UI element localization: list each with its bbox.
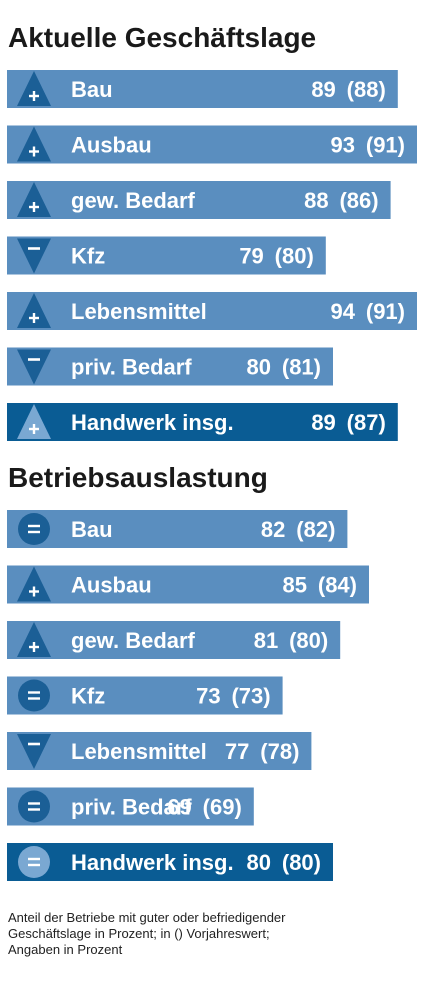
bar <box>7 732 312 770</box>
category-label: gew. Bedarf <box>71 628 196 653</box>
previous-value-label: (88) <box>347 77 386 102</box>
previous-value-label: (81) <box>282 355 321 380</box>
bars-betriebsauslastung: Bau (82) 82 Ausbau (84) 85 gew. Bedarf (80) 81 Kf… <box>7 510 369 881</box>
circle-icon <box>18 513 50 545</box>
category-label: Lebensmittel <box>71 739 207 764</box>
bar <box>7 292 417 330</box>
bar <box>7 843 333 881</box>
previous-value-label: (91) <box>366 133 405 158</box>
previous-value-label: (78) <box>260 739 299 764</box>
bar <box>7 510 348 548</box>
value-label: 88 <box>304 188 328 213</box>
previous-value-label: (80) <box>275 244 314 269</box>
category-label: Handwerk insg. <box>71 850 234 875</box>
value-label: 80 <box>247 355 271 380</box>
footnote-line: Geschäftslage in Prozent; in () Vorjahre… <box>8 926 270 941</box>
previous-value-label: (80) <box>282 850 321 875</box>
category-label: priv. Bedarf <box>71 355 192 380</box>
category-label: Lebensmittel <box>71 299 207 324</box>
triangle-down-icon <box>17 349 51 385</box>
value-label: 82 <box>261 517 285 542</box>
footnote: Anteil der Betriebe mit guter oder befri… <box>8 910 408 958</box>
chart: Aktuelle Geschäftslage Bau (88) 89 Ausbau (9… <box>7 22 417 881</box>
category-label: Kfz <box>71 244 105 269</box>
bar-row: Ausbau (84) 85 <box>7 565 369 604</box>
value-label: 81 <box>254 628 278 653</box>
value-label: 73 <box>196 684 220 709</box>
value-label: 94 <box>331 299 356 324</box>
bar <box>7 403 398 441</box>
triangle-down-icon <box>17 238 51 274</box>
value-label: 85 <box>283 573 307 598</box>
triangle-up-icon <box>17 293 51 328</box>
previous-value-label: (80) <box>289 628 328 653</box>
bar-row: Handwerk insg. (80) 80 <box>7 843 333 881</box>
triangle-up-icon <box>17 622 51 657</box>
bar-row: Lebensmittel (91) 94 <box>7 292 417 330</box>
value-label: 69 <box>167 795 191 820</box>
bar <box>7 347 333 386</box>
bar-row: Lebensmittel (78) 77 <box>7 732 312 770</box>
category-label: Bau <box>71 77 113 102</box>
bar-row: Bau (88) 89 <box>7 70 398 108</box>
value-label: 89 <box>311 410 335 435</box>
triangle-up-icon <box>17 566 51 602</box>
category-label: Handwerk insg. <box>71 410 234 435</box>
bar <box>7 70 398 108</box>
bar-row: gew. Bedarf (86) 88 <box>7 181 391 219</box>
triangle-up-icon <box>17 126 51 162</box>
previous-value-label: (69) <box>203 795 242 820</box>
category-label: Kfz <box>71 684 105 709</box>
footnote-line: Angaben in Prozent <box>8 942 123 957</box>
chart-title-geschaeftslage: Aktuelle Geschäftslage <box>8 22 316 53</box>
bar <box>7 621 341 659</box>
previous-value-label: (87) <box>347 410 386 435</box>
category-label: priv. Bedarf <box>71 795 192 820</box>
bar-row: Ausbau (91) 93 <box>7 125 417 164</box>
bar-row: Handwerk insg. (87) 89 <box>7 403 398 441</box>
bar <box>7 236 326 275</box>
category-label: Ausbau <box>71 573 152 598</box>
circle-icon <box>18 679 50 712</box>
value-label: 79 <box>239 244 263 269</box>
bar <box>7 181 391 219</box>
footnote-line: Anteil der Betriebe mit guter oder befri… <box>8 910 286 925</box>
previous-value-label: (91) <box>366 299 405 324</box>
bar <box>7 125 417 164</box>
bar-row: Kfz (73) 73 <box>7 676 283 715</box>
bar-row: priv. Bedarf (81) 80 <box>7 347 333 386</box>
category-label: Ausbau <box>71 133 152 158</box>
bars-geschaeftslage: Bau (88) 89 Ausbau (91) 93 gew. Bedarf (86) 88 Kf… <box>7 70 417 441</box>
category-label: Bau <box>71 517 113 542</box>
bar-row: gew. Bedarf (80) 81 <box>7 621 341 659</box>
category-label: gew. Bedarf <box>71 188 196 213</box>
previous-value-label: (86) <box>339 188 378 213</box>
previous-value-label: (73) <box>231 684 270 709</box>
triangle-up-icon <box>17 182 51 217</box>
circle-icon <box>18 790 50 823</box>
value-label: 93 <box>331 133 355 158</box>
previous-value-label: (82) <box>296 517 335 542</box>
bar-row: Kfz (80) 79 <box>7 236 326 275</box>
bar-row: priv. Bedarf (69) 69 <box>7 787 254 826</box>
previous-value-label: (84) <box>318 573 357 598</box>
bar <box>7 565 369 604</box>
bar-row: Bau (82) 82 <box>7 510 348 548</box>
value-label: 80 <box>247 850 271 875</box>
chart-title-betriebsauslastung: Betriebsauslastung <box>8 462 268 493</box>
triangle-up-icon <box>17 404 51 439</box>
triangle-up-icon <box>17 71 51 106</box>
triangle-down-icon <box>17 734 51 769</box>
circle-icon <box>18 846 50 878</box>
value-label: 89 <box>311 77 335 102</box>
value-label: 77 <box>225 739 249 764</box>
bar <box>7 676 283 715</box>
